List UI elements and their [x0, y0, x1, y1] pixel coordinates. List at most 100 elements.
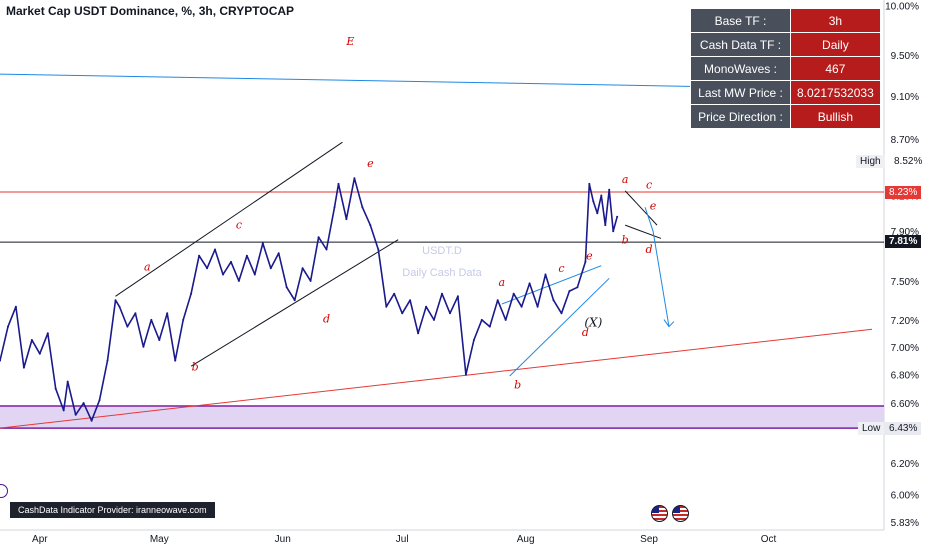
- y-tick-label: 6.80%: [891, 371, 919, 382]
- price-point: [480, 318, 483, 321]
- wave-label: a: [622, 173, 629, 186]
- wave-label: c: [236, 219, 242, 232]
- high-label: High: [856, 155, 885, 168]
- info-row: Price Direction : Bullish: [690, 104, 881, 129]
- price-point: [612, 230, 615, 233]
- price-point: [285, 286, 288, 289]
- channel-lower-line: [190, 239, 399, 367]
- info-row: Cash Data TF : Daily: [690, 32, 881, 57]
- wave-label: b: [514, 379, 521, 392]
- y-tick-label: 8.70%: [891, 135, 919, 146]
- info-value: Bullish: [790, 104, 881, 129]
- wave-label: E: [345, 35, 354, 48]
- wave-label: a: [144, 261, 151, 274]
- price-point: [150, 318, 153, 321]
- price-point: [293, 299, 296, 302]
- projection-arrow: [644, 207, 670, 327]
- wave-label: d: [646, 243, 653, 256]
- price-point: [512, 292, 515, 295]
- price-point: [433, 318, 435, 321]
- price-point: [425, 305, 428, 308]
- price-point: [588, 182, 591, 185]
- price-point: [309, 279, 312, 282]
- channel-upper-line: [115, 141, 343, 297]
- us-flag-icon[interactable]: [672, 505, 689, 522]
- y-tick-label: 10.00%: [885, 2, 919, 13]
- price-point: [134, 312, 137, 315]
- price-point: [325, 248, 328, 251]
- wedge-upper-line: [624, 190, 658, 226]
- info-row: MonoWaves :467: [690, 56, 881, 81]
- price-point: [417, 332, 420, 335]
- price-point: [496, 299, 499, 302]
- y-tick-label: 6.60%: [891, 399, 919, 410]
- price-point: [528, 282, 531, 285]
- price-point: [14, 305, 17, 308]
- wave-label: d: [323, 313, 330, 326]
- price-point: [269, 267, 272, 270]
- price-point: [604, 224, 607, 227]
- wave-label: e: [367, 157, 374, 170]
- wave-label: e: [586, 249, 593, 262]
- price-point: [0, 359, 1, 362]
- y-tick-label: 7.00%: [891, 343, 919, 354]
- wave-label: a: [498, 276, 505, 289]
- price-point: [504, 318, 507, 321]
- projection-arrow-head: [663, 319, 675, 328]
- price-point: [584, 260, 587, 263]
- cashdata-info-table: Base TF :3h Cash Data TF : Daily MonoWaves …: [690, 8, 881, 129]
- wave-label: d: [582, 326, 589, 339]
- price-point: [456, 295, 459, 298]
- price-point: [245, 254, 248, 257]
- wedge-lower-line: [624, 224, 662, 239]
- low-price-tag: 6.43%: [885, 422, 922, 435]
- price-point: [237, 279, 240, 282]
- y-tick-label: 6.20%: [891, 459, 919, 470]
- info-key: Price Direction :: [690, 104, 791, 129]
- info-key: Base TF :: [690, 8, 791, 33]
- x-tick-label: Jul: [396, 534, 409, 545]
- price-point: [277, 252, 280, 255]
- price-point: [337, 182, 340, 185]
- price-point: [190, 292, 193, 295]
- price-point: [82, 402, 85, 405]
- price-point: [253, 273, 256, 276]
- x-tick-label: May: [150, 534, 169, 545]
- price-point: [214, 248, 216, 251]
- price-point: [333, 206, 336, 209]
- price-point: [206, 267, 209, 270]
- info-key: MonoWaves :: [690, 56, 791, 81]
- price-point: [544, 273, 547, 276]
- low-label: Low: [858, 422, 885, 435]
- wave-label: b: [192, 360, 199, 373]
- y-tick-label: 9.10%: [891, 92, 919, 103]
- y-tick-label: 5.83%: [891, 518, 919, 529]
- price-point: [30, 339, 33, 341]
- price-point: [345, 218, 348, 221]
- info-value: 467: [790, 56, 881, 81]
- wave-label: b: [622, 233, 629, 246]
- price-point: [616, 215, 619, 218]
- info-row: Last MW Price :8.0217532033: [690, 80, 881, 105]
- x-tick-label: Sep: [640, 534, 658, 545]
- us-flag-icon[interactable]: [651, 505, 668, 522]
- y-tick-label: 7.90%: [891, 227, 919, 238]
- high-price-label: 8.52%: [894, 156, 923, 167]
- price-point: [520, 305, 523, 308]
- price-point: [560, 312, 563, 315]
- price-point: [592, 200, 595, 203]
- price-point: [377, 248, 380, 251]
- price-point: [98, 399, 101, 402]
- price-point: [54, 387, 57, 390]
- price-point: [230, 260, 232, 263]
- x-tick-label: Jun: [275, 534, 291, 545]
- x-tick-label: Apr: [32, 534, 48, 545]
- watermark-line1: USDT.D: [422, 245, 462, 257]
- price-point: [142, 345, 145, 348]
- price-point: [7, 325, 9, 328]
- price-point: [222, 273, 224, 276]
- price-point: [38, 352, 41, 355]
- x-tick-label: Oct: [761, 534, 777, 545]
- blue-lower-line: [509, 277, 610, 377]
- price-point: [441, 292, 443, 295]
